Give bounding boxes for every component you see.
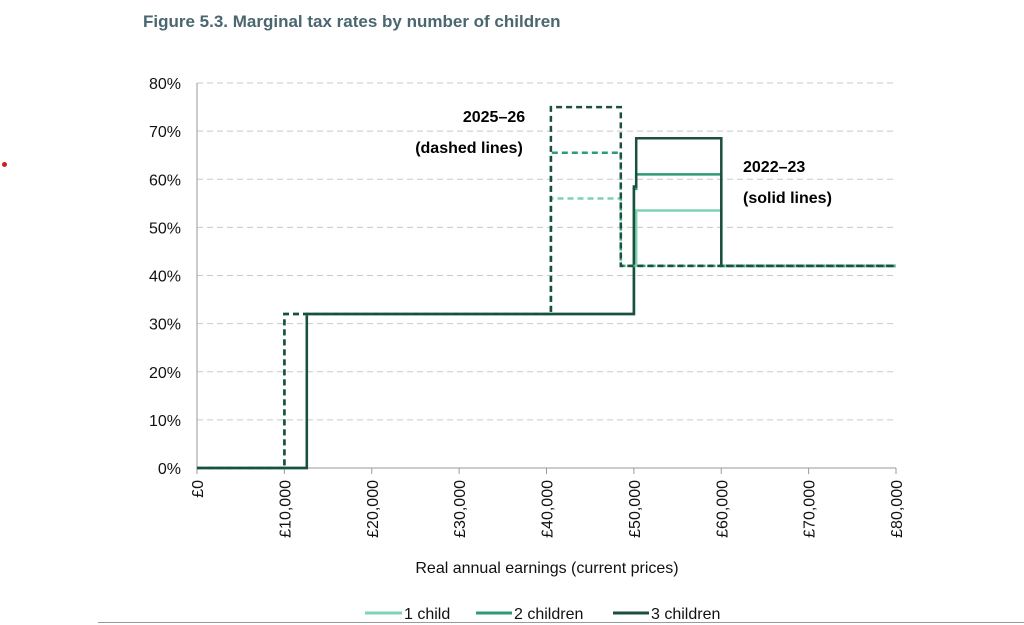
y-tick-label: 20%: [149, 365, 181, 382]
bottom-rule: [98, 622, 1024, 623]
axis-layer: 0% 10% 20% 30% 40% 50% 60% 70% 80% £0 £10,000 £20,0…: [149, 76, 906, 538]
legend-label-1-child: 1 child: [404, 606, 450, 623]
x-axis-label: Real annual earnings (current prices): [415, 560, 678, 577]
marker-dot: [2, 162, 7, 167]
x-tick-label: £10,000: [277, 480, 294, 538]
x-tick-label: £70,000: [802, 480, 819, 538]
y-tick-label: 30%: [149, 317, 181, 334]
annotation-solid-year: 2022–23: [743, 159, 805, 176]
series-line-2-children-2022-23: [197, 173, 896, 470]
grid-layer: [197, 82, 896, 421]
annotation-dashed-year: 2025–26: [463, 109, 525, 126]
y-tick-label: 70%: [149, 124, 181, 141]
x-tick-label: £20,000: [365, 480, 382, 538]
series-line-1-child-2022-23: [197, 209, 896, 470]
y-tick-label: 10%: [149, 413, 181, 430]
x-tick-label: £80,000: [889, 480, 906, 538]
figure-title: Figure 5.3. Marginal tax rates by number…: [143, 12, 561, 31]
series-layer: [197, 105, 896, 470]
y-tick-label: 0%: [158, 461, 181, 478]
annotation-solid-desc: (solid lines): [743, 190, 832, 207]
annotation-dashed-desc: (dashed lines): [415, 140, 523, 157]
y-tick-label: 80%: [149, 76, 181, 93]
y-tick-label: 60%: [149, 172, 181, 189]
series-line-3-children-2025-26: [197, 105, 896, 470]
x-tick-label: £60,000: [714, 480, 731, 538]
x-tick-label: £50,000: [627, 480, 644, 538]
x-tick-label: £30,000: [452, 480, 469, 538]
x-tick-label: £0: [190, 480, 207, 498]
legend-label-3-children: 3 children: [651, 606, 720, 623]
legend-label-2-children: 2 children: [514, 606, 583, 623]
series-line-3-children-2022-23: [197, 137, 896, 470]
x-tick-label: £40,000: [540, 480, 557, 538]
legend: 1 child 2 children 3 children: [365, 606, 720, 623]
series-line-1-child-2025-26: [197, 197, 896, 470]
y-tick-label: 50%: [149, 220, 181, 237]
y-tick-label: 40%: [149, 269, 181, 286]
